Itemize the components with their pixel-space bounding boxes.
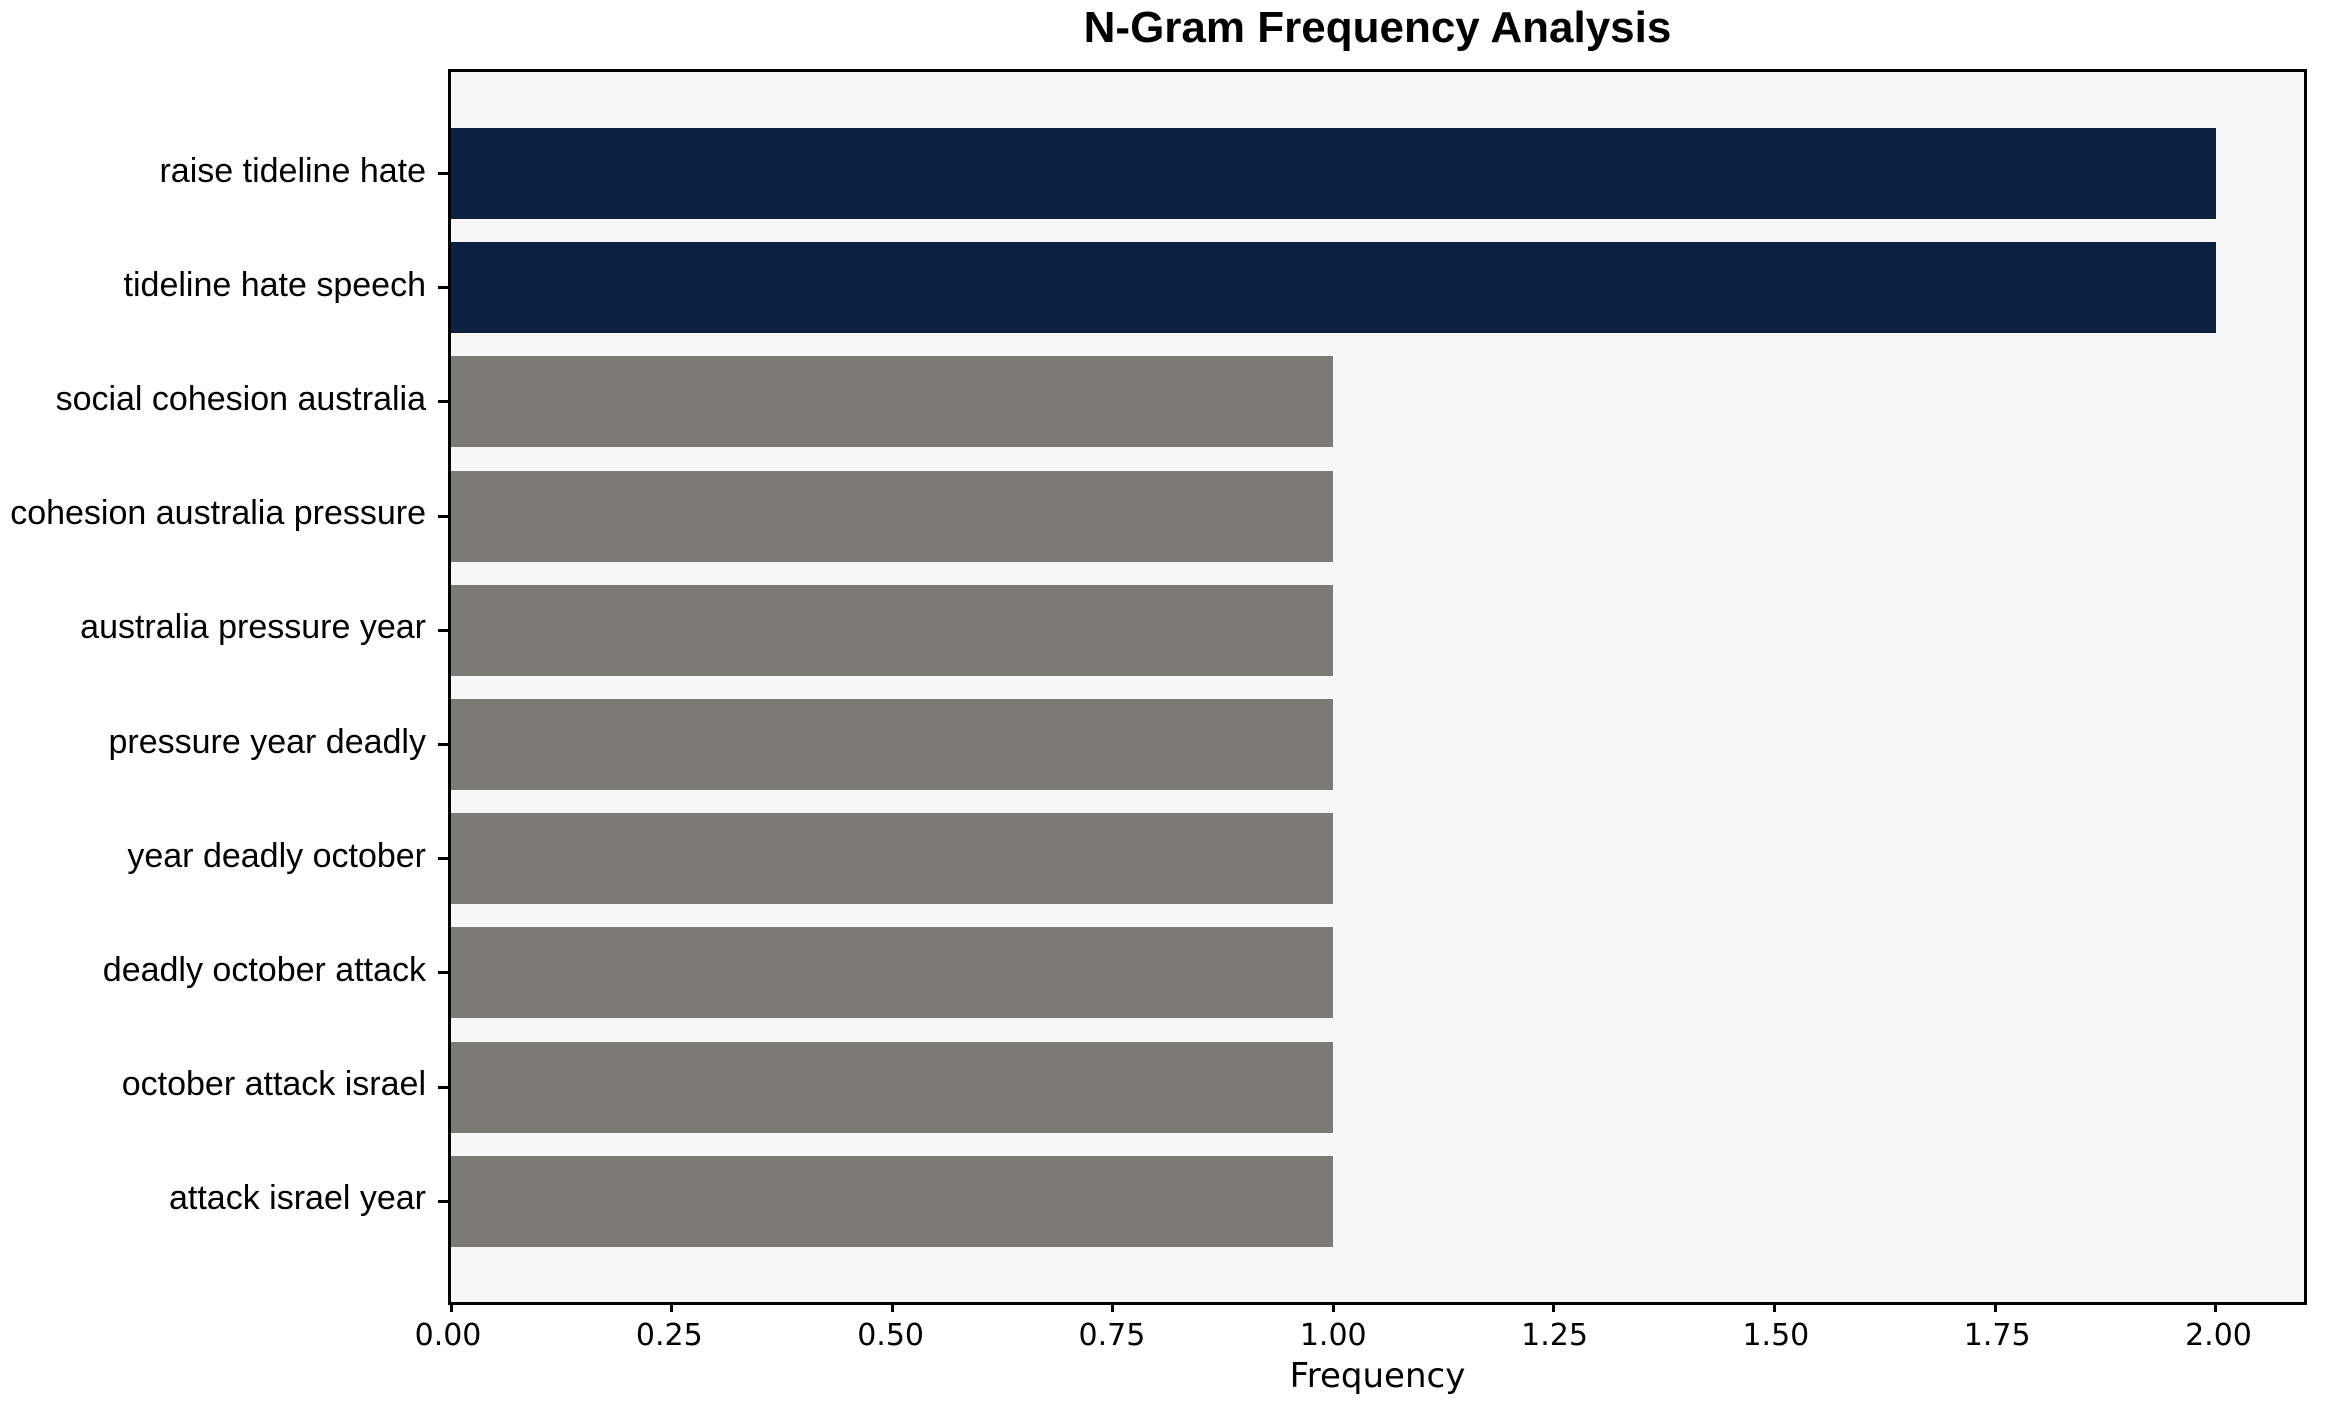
bar (451, 470, 1334, 562)
y-tick-mark (438, 1199, 448, 1203)
y-tick-mark (438, 1085, 448, 1089)
y-tick-label: cohesion australia pressure (10, 494, 426, 533)
bar (451, 242, 2216, 334)
y-tick-mark (438, 857, 448, 861)
x-tick-label: 1.00 (1299, 1318, 1367, 1353)
x-axis-tick-labels: 0.00 0.25 0.50 0.75 1.00 1.25 1.50 1.75 2.00 (415, 1318, 2307, 1358)
x-tick-label: 1.25 (1521, 1318, 1588, 1353)
bar (451, 128, 2216, 219)
x-tick-label: 0.50 (857, 1318, 925, 1353)
y-tick-mark (438, 172, 448, 175)
y-tick-mark (438, 971, 448, 975)
x-tick-mark (1552, 1302, 1556, 1312)
plot-area (438, 69, 2307, 1312)
x-tick-label: 0.75 (1078, 1318, 1146, 1353)
x-tick-mark (2214, 1302, 2218, 1312)
x-tick-label: 0.00 (414, 1318, 482, 1353)
y-tick-label: australia pressure year (80, 608, 426, 647)
bar (451, 927, 1334, 1019)
y-tick-mark (438, 286, 448, 290)
x-tick-label: 0.25 (635, 1318, 703, 1353)
x-tick-mark (1993, 1302, 1997, 1312)
x-tick-mark (1331, 1302, 1335, 1312)
y-tick-label: social cohesion australia (55, 379, 426, 418)
y-tick-label: october attack israel (121, 1065, 426, 1104)
y-tick-label: pressure year deadly (108, 722, 426, 761)
x-tick-label: 1.50 (1742, 1318, 1810, 1353)
bar (451, 699, 1334, 790)
x-axis-label: Frequency (1289, 1356, 1466, 1396)
x-tick-mark (449, 1302, 453, 1312)
y-tick-mark (438, 400, 448, 404)
y-tick-label: raise tideline hate (159, 151, 426, 190)
x-tick-mark (1773, 1302, 1777, 1312)
bar (451, 1041, 1334, 1133)
bar (451, 356, 1334, 448)
x-tick-label: 1.75 (1963, 1318, 2031, 1353)
x-tick-label: 2.00 (2185, 1318, 2252, 1353)
bar (451, 1155, 1334, 1247)
y-tick-label: attack israel year (169, 1179, 426, 1218)
y-axis-labels: raise tideline hate tideline hate speech s… (0, 69, 430, 1305)
y-tick-label: year deadly october (127, 836, 426, 875)
x-tick-mark (890, 1302, 894, 1312)
y-tick-mark (438, 514, 448, 518)
y-tick-mark (438, 628, 448, 632)
bar (451, 813, 1334, 905)
bar (451, 584, 1334, 676)
x-tick-mark (670, 1302, 674, 1312)
x-tick-mark (1111, 1302, 1115, 1312)
chart-title: N-Gram Frequency Analysis (1083, 3, 1672, 52)
y-tick-label: tideline hate speech (123, 265, 426, 304)
y-tick-mark (438, 743, 448, 746)
bars-layer (451, 72, 2304, 1302)
y-tick-label: deadly october attack (102, 950, 426, 989)
